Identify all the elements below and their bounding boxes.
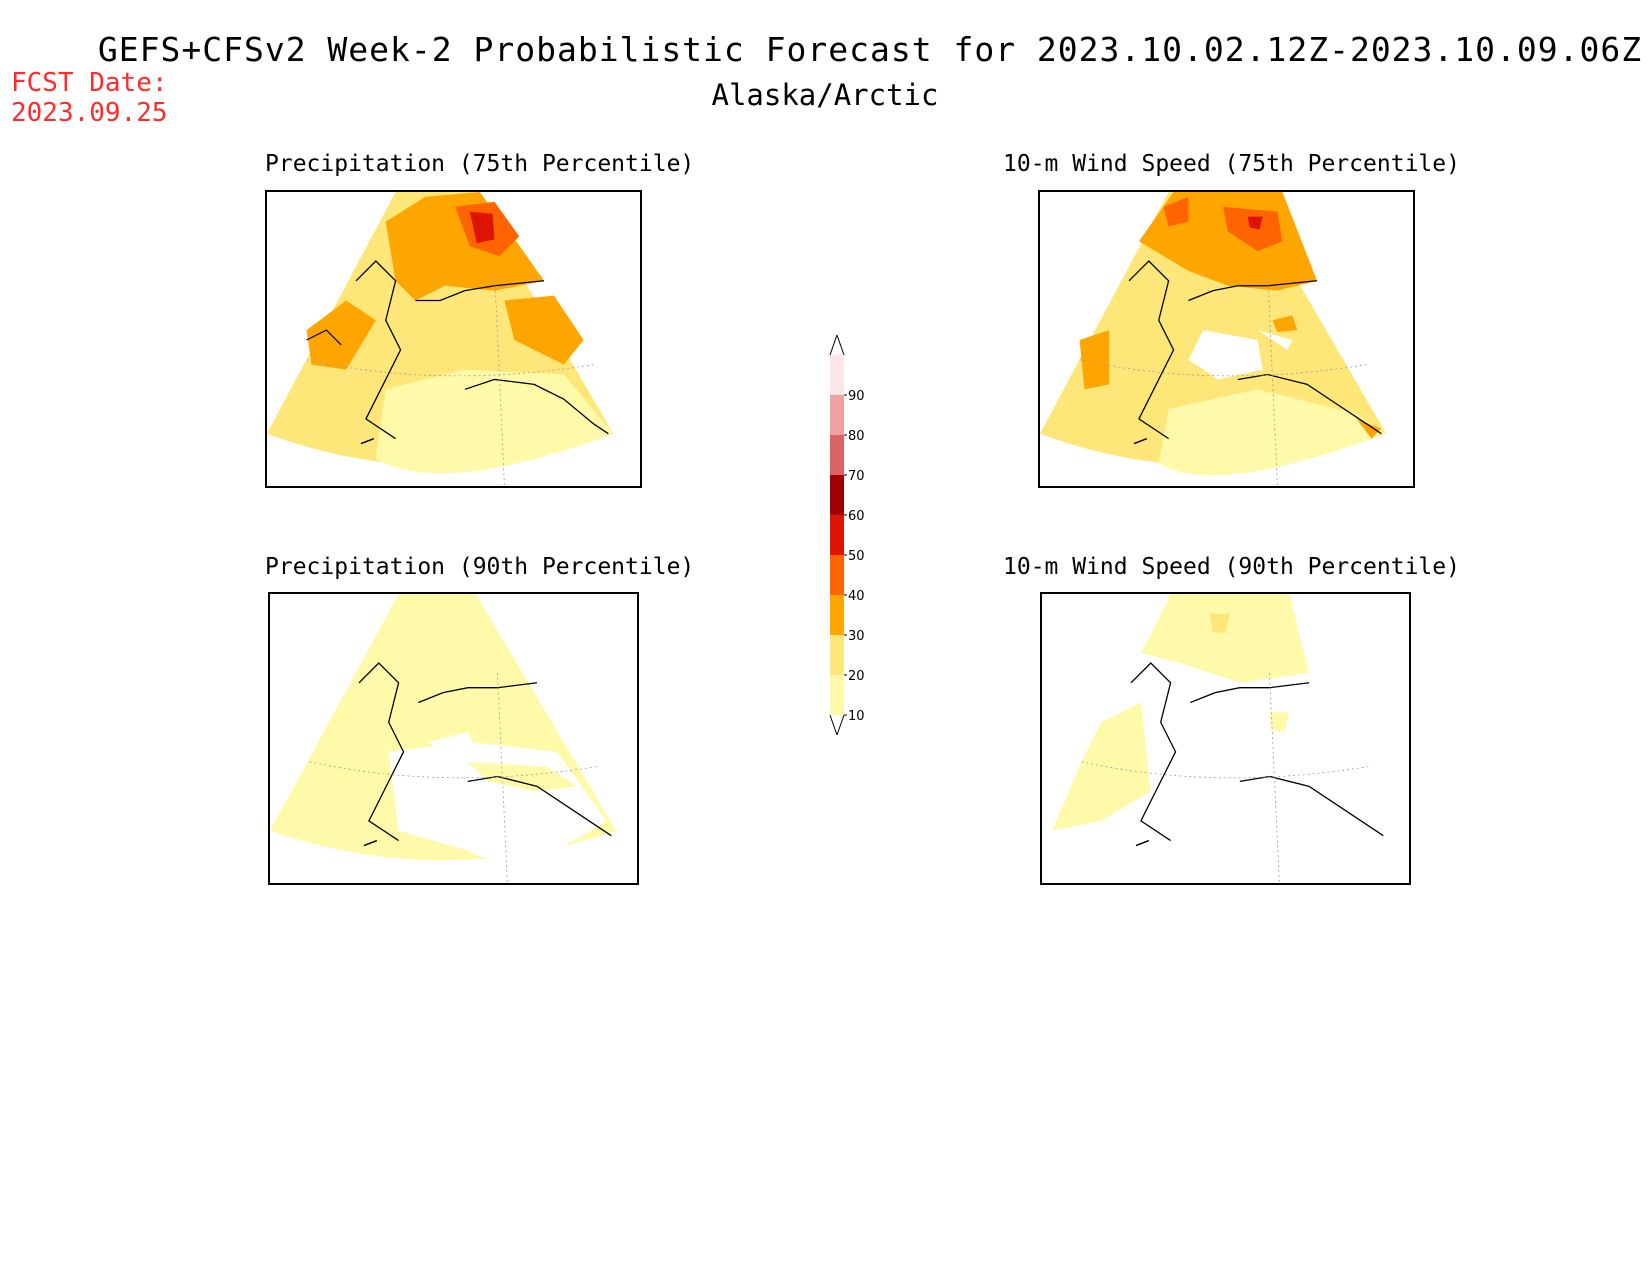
colorbar-box-8 — [830, 355, 844, 395]
colorbar-tick-label: 50 — [848, 549, 865, 564]
map-precip-90 — [268, 592, 639, 885]
map-wind-75 — [1038, 190, 1415, 488]
colorbar-top-extension — [829, 334, 845, 356]
colorbar-box-5 — [830, 475, 844, 515]
colorbar-tick-label: 60 — [848, 509, 865, 524]
panel-title-wind-90: 10-m Wind Speed (90th Percentile) — [1003, 554, 1460, 580]
colorbar-box-3 — [830, 555, 844, 595]
colorbar-tick-label: 40 — [848, 589, 865, 604]
colorbar-bottom-extension — [829, 714, 845, 736]
panel-title-precip-75: Precipitation (75th Percentile) — [265, 151, 695, 177]
colorbar-box-7 — [830, 395, 844, 435]
colorbar-tick-label: 20 — [848, 669, 865, 684]
colorbar-tick-label: 30 — [848, 629, 865, 644]
panel-title-wind-75: 10-m Wind Speed (75th Percentile) — [1003, 151, 1460, 177]
colorbar-box-4 — [830, 515, 844, 555]
forecast-date-value: 2023.09.25 — [11, 98, 168, 128]
colorbar-box-6 — [830, 435, 844, 475]
colorbar-box-2 — [830, 595, 844, 635]
colorbar-tick-label: 90 — [848, 389, 865, 404]
forecast-date-label: FCST Date: — [11, 68, 168, 98]
colorbar-tick-label: 70 — [848, 469, 865, 484]
colorbar-box-1 — [830, 635, 844, 675]
panel-title-precip-90: Precipitation (90th Percentile) — [265, 554, 695, 580]
colorbar-tick-label: 80 — [848, 429, 865, 444]
region-subtitle: Alaska/Arctic — [711, 78, 939, 112]
forecast-date: FCST Date: 2023.09.25 — [11, 68, 168, 128]
colorbar-box-0 — [830, 675, 844, 715]
colorbar-tick-label: 10 — [848, 709, 865, 724]
map-precip-75 — [265, 190, 642, 488]
colorbar: 10 20 30 40 50 60 70 80 90 — [820, 334, 910, 736]
main-title: GEFS+CFSv2 Week-2 Probabilistic Forecast… — [97, 30, 1643, 69]
map-wind-90 — [1040, 592, 1411, 885]
